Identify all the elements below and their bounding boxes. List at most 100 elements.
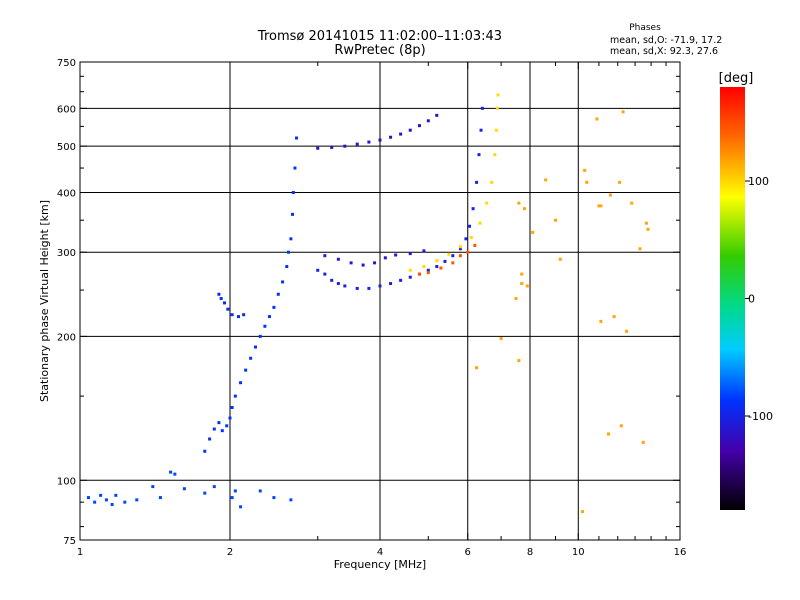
data-point <box>553 218 557 222</box>
data-point <box>343 284 347 288</box>
data-point <box>281 280 285 284</box>
data-point <box>422 249 426 253</box>
data-point <box>173 472 177 476</box>
data-point <box>485 201 489 205</box>
data-point <box>361 263 365 267</box>
data-point <box>475 180 479 184</box>
data-point <box>295 136 299 140</box>
chart-subtitle: RwPretec (8p) <box>334 43 425 58</box>
data-point <box>494 128 498 132</box>
data-point <box>383 256 387 260</box>
data-point <box>230 405 234 409</box>
data-point <box>236 315 240 319</box>
data-point <box>226 307 230 311</box>
data-point <box>517 359 521 363</box>
data-point <box>212 485 216 489</box>
data-point <box>135 498 139 502</box>
data-point <box>104 498 108 502</box>
data-point <box>367 140 371 144</box>
data-point <box>399 278 403 282</box>
data-point <box>458 247 462 251</box>
data-point <box>408 128 412 132</box>
data-point <box>233 489 237 493</box>
y-tick-label: 750 <box>57 58 76 69</box>
data-point <box>223 301 227 305</box>
data-point <box>435 259 439 263</box>
data-point <box>293 166 297 170</box>
data-point <box>219 297 223 301</box>
x-tick-label: 6 <box>465 547 471 558</box>
data-point <box>471 207 475 211</box>
data-point <box>258 334 262 338</box>
data-point <box>330 145 334 149</box>
data-point <box>291 212 295 216</box>
data-point <box>408 268 412 272</box>
data-point <box>394 253 398 257</box>
data-point <box>242 313 246 317</box>
data-point <box>323 254 327 258</box>
data-point <box>646 227 650 231</box>
data-point <box>597 204 601 208</box>
data-point <box>230 496 234 500</box>
x-tick-label: 8 <box>527 547 533 558</box>
data-point <box>480 106 484 110</box>
data-point <box>451 254 455 258</box>
data-point <box>389 282 393 286</box>
data-point <box>343 144 347 148</box>
data-point <box>612 315 616 319</box>
data-point <box>417 272 421 276</box>
colorbar-tick-label: -100 <box>748 410 773 423</box>
y-tick-label: 600 <box>57 104 76 115</box>
data-point <box>258 489 262 493</box>
data-point <box>496 93 500 97</box>
data-point <box>286 250 290 254</box>
data-point <box>608 193 612 197</box>
data-point <box>495 106 499 110</box>
data-point <box>239 381 243 385</box>
data-point <box>316 146 320 150</box>
data-point <box>355 142 359 146</box>
data-point <box>349 261 353 265</box>
data-point <box>644 221 648 225</box>
data-point <box>378 138 382 142</box>
y-tick-label: 300 <box>57 248 76 259</box>
data-point <box>225 424 229 428</box>
data-point <box>253 345 257 349</box>
data-point <box>158 496 162 500</box>
data-point <box>123 500 127 504</box>
data-point <box>531 230 535 234</box>
data-point <box>443 259 447 263</box>
data-point <box>451 261 455 265</box>
data-point <box>478 221 482 225</box>
x-axis-label: Frequency [MHz] <box>334 558 426 571</box>
data-point <box>435 265 439 269</box>
chart-title: Tromsø 20141015 11:02:00–11:03:43 <box>257 29 502 44</box>
data-point <box>367 286 371 290</box>
data-point <box>203 449 207 453</box>
data-point <box>493 153 497 157</box>
data-point <box>458 245 462 249</box>
x-tick-label: 1 <box>77 547 83 558</box>
x-tick-label: 10 <box>572 547 585 558</box>
y-tick-label: 75 <box>63 536 76 547</box>
data-point <box>585 180 589 184</box>
stats-line-o: mean, sd,O: -71.9, 17.2 <box>610 35 722 46</box>
y-axis-label: Stationary phase Virtual Height [km] <box>38 200 51 402</box>
data-point <box>336 257 340 261</box>
data-point <box>93 500 97 504</box>
colorbar <box>720 87 745 510</box>
data-point <box>468 224 472 228</box>
y-tick-label: 500 <box>57 142 76 153</box>
data-point <box>244 368 248 372</box>
data-point <box>581 510 585 514</box>
x-tick-label: 16 <box>674 547 687 558</box>
data-point <box>544 178 548 182</box>
data-point <box>389 135 393 139</box>
data-point <box>272 305 276 309</box>
data-point <box>289 498 293 502</box>
data-point <box>447 252 451 256</box>
data-point <box>208 437 212 441</box>
data-point <box>466 250 470 254</box>
data-point <box>330 278 334 282</box>
